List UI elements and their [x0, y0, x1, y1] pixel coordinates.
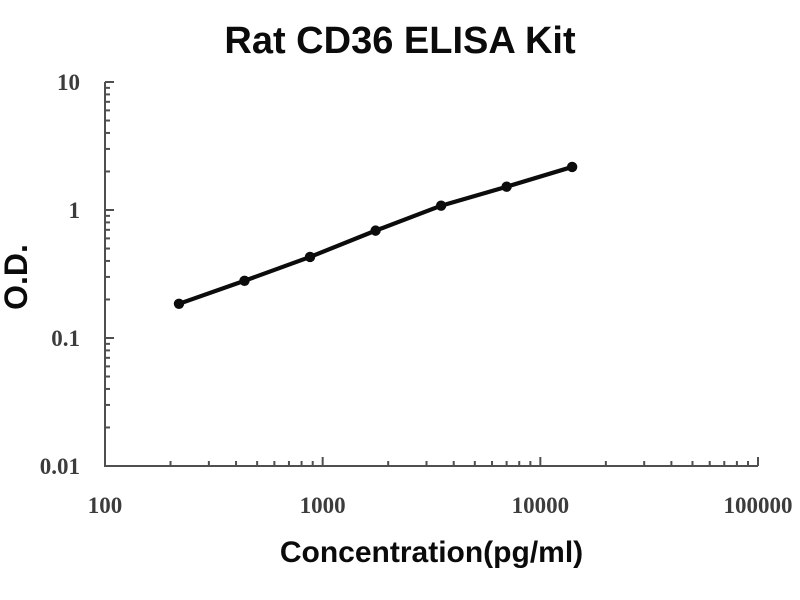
x-tick-label: 10000 — [512, 493, 570, 518]
y-tick-label: 10 — [57, 70, 80, 95]
data-point-marker — [566, 161, 578, 173]
axis-spines — [104, 82, 758, 467]
data-point-marker — [173, 298, 185, 310]
x-tick-label: 100000 — [724, 493, 793, 518]
data-point-marker — [501, 181, 512, 192]
x-axis-label: Concentration(pg/ml) — [279, 536, 584, 569]
y-tick-label: 0.1 — [51, 326, 80, 351]
data-point-marker — [370, 225, 381, 236]
y-tick-label: 0.01 — [40, 454, 80, 479]
y-tick-label: 1 — [69, 198, 81, 223]
x-tick-label: 100 — [88, 493, 123, 518]
x-tick-label: 1000 — [300, 493, 346, 518]
chart-title: Rat CD36 ELISA Kit — [224, 20, 576, 62]
data-point-marker — [435, 200, 447, 211]
data-point-marker — [239, 275, 250, 286]
data-point-marker — [304, 251, 316, 263]
